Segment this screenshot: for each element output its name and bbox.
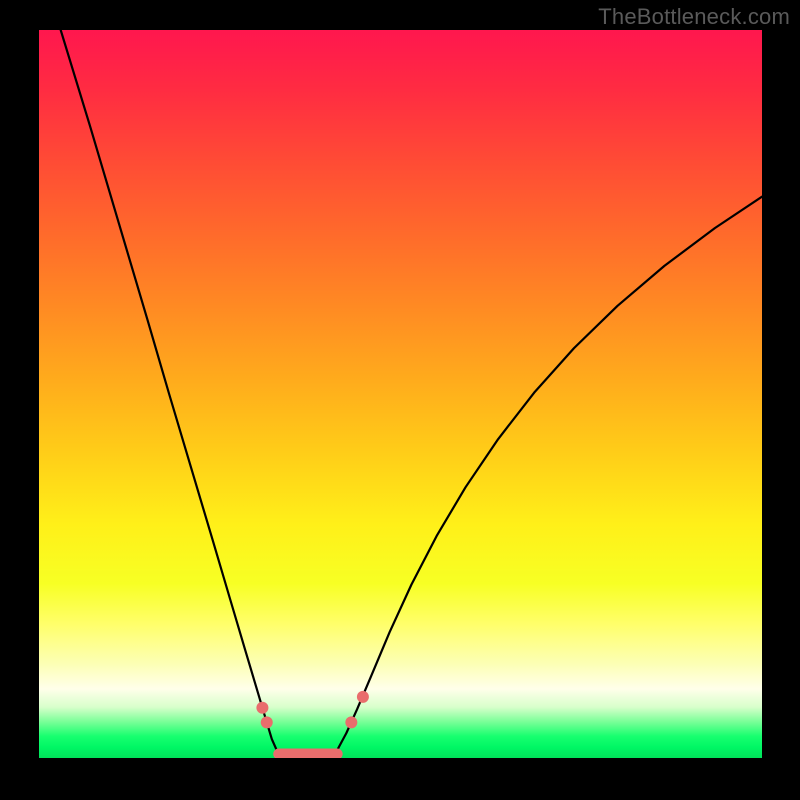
valley-dot — [261, 716, 273, 728]
valley-dot — [357, 691, 369, 703]
valley-dot — [256, 702, 268, 714]
valley-dot — [345, 716, 357, 728]
valley-bar — [273, 749, 342, 759]
bottleneck-chart — [39, 30, 762, 758]
plot-area — [39, 30, 762, 758]
gradient-bg — [39, 30, 762, 758]
watermark-text: TheBottleneck.com — [598, 4, 790, 30]
